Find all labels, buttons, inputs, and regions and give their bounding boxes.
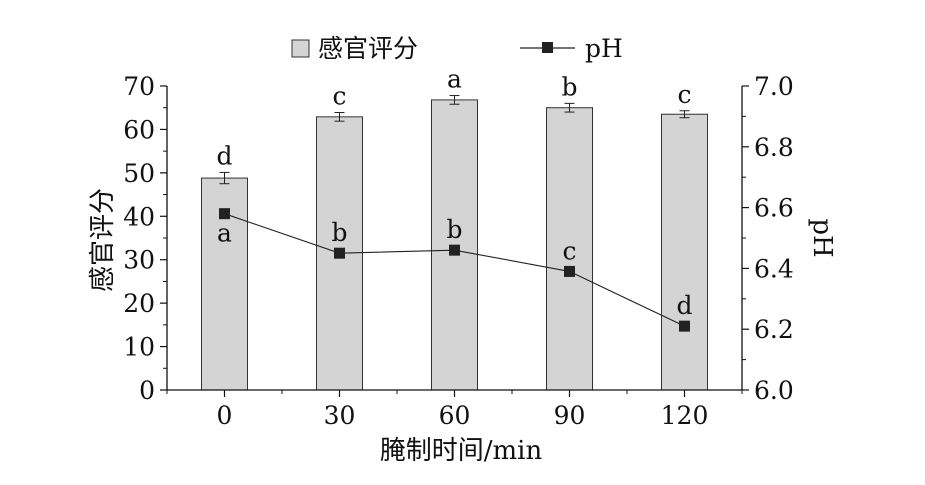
legend-swatch-bar — [291, 39, 310, 58]
y-left-tick-label: 0 — [139, 376, 155, 405]
x-tick-label: 60 — [439, 401, 471, 430]
y-left-tick-label: 70 — [123, 72, 155, 101]
bar — [661, 113, 708, 391]
legend: 感官评分 pH — [291, 34, 623, 63]
ph-point — [449, 244, 460, 256]
legend-label-ph: pH — [585, 34, 623, 63]
y-right-tick-label: 6.4 — [754, 254, 794, 283]
bar-significance-label: d — [216, 141, 232, 170]
legend-marker-ph — [542, 42, 553, 53]
y-left-tick-label: 50 — [123, 159, 155, 188]
ph-point — [679, 320, 690, 332]
y-axis-left-title: 感官评分 — [88, 188, 118, 292]
y-right-tick-label: 6.6 — [754, 194, 794, 223]
ph-point — [219, 208, 230, 220]
bar-significance-label: b — [561, 72, 577, 101]
x-axis-title: 腌制时间/min — [380, 436, 543, 466]
legend-label-bar: 感官评分 — [318, 34, 418, 63]
x-tick-label: 120 — [661, 401, 709, 430]
y-left-tick-label: 30 — [123, 246, 155, 275]
y-left-tick-label: 20 — [123, 289, 155, 318]
x-tick-label: 90 — [554, 401, 586, 430]
y-right-tick-label: 6.8 — [754, 133, 794, 162]
bar-significance-label: a — [447, 65, 462, 94]
ph-point — [564, 265, 575, 277]
x-tick-label: 30 — [324, 401, 356, 430]
x-tick-label: 0 — [217, 401, 233, 430]
y-left-tick-label: 60 — [123, 115, 155, 144]
ph-significance-label: c — [562, 236, 576, 265]
bar-significance-label: c — [677, 80, 691, 109]
y-axis-right-title: pH — [807, 218, 837, 257]
bar-significance-label: c — [332, 81, 346, 110]
ph-significance-label: a — [217, 219, 232, 248]
ph-significance-label: b — [331, 218, 347, 247]
y-right-tick-label: 6.2 — [754, 315, 794, 344]
y-right-tick-label: 6.0 — [754, 376, 794, 405]
y-right-tick-label: 7.0 — [754, 72, 794, 101]
ph-point — [334, 247, 345, 259]
ph-significance-label: d — [676, 291, 692, 320]
ph-significance-label: b — [446, 215, 462, 244]
y-left-tick-label: 40 — [123, 202, 155, 231]
y-left-tick-label: 10 — [123, 333, 155, 362]
plot-area: d c a b c 0 10 20 30 40 50 60 70 6.0 6.2 6.4 6.6 6.8 7.0 0 3… — [123, 65, 794, 430]
bar — [546, 107, 593, 391]
